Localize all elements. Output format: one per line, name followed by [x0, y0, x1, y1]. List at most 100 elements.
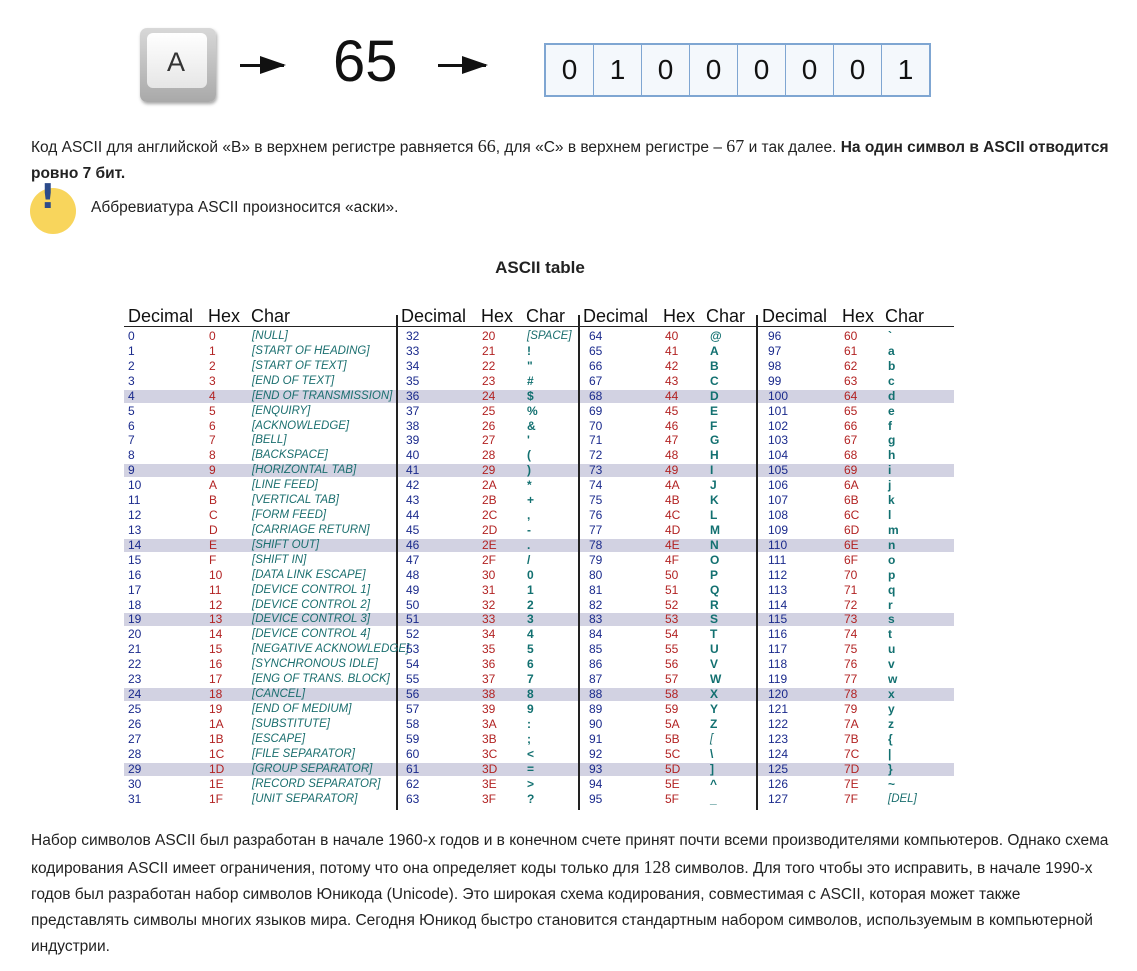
hex-cell: 10: [209, 567, 223, 582]
hex-cell: 2: [209, 358, 216, 373]
hex-cell: 69: [844, 463, 858, 478]
hex-cell: 2F: [482, 552, 497, 567]
decimal-cell: 92: [589, 746, 603, 761]
decimal-cell: 42: [406, 478, 420, 493]
char-cell: [SPACE]: [527, 330, 572, 342]
bit-cell: 1: [882, 45, 929, 95]
decimal-cell: 58: [406, 716, 420, 731]
hex-cell: A: [209, 478, 218, 493]
hex-cell: 49: [665, 463, 679, 478]
binary-bits: 0 1 0 0 0 0 0 1: [544, 43, 931, 97]
decimal-cell: 127: [768, 791, 789, 806]
hex-cell: 7E: [844, 776, 859, 791]
char-cell: x: [888, 687, 895, 702]
hex-cell: B: [209, 493, 218, 508]
char-cell: k: [888, 493, 895, 508]
decimal-cell: 121: [768, 702, 789, 716]
decimal-cell: 81: [589, 582, 603, 597]
char-cell: ^: [710, 776, 718, 791]
char-cell: [END OF TRANSMISSION]: [252, 389, 393, 402]
char-cell: G: [710, 433, 720, 448]
bit-cell: 0: [546, 45, 594, 95]
column-header: Decimal: [128, 306, 194, 326]
decimal-cell: 78: [589, 537, 603, 552]
decimal-cell: 104: [768, 448, 789, 463]
hex-cell: 58: [665, 687, 679, 702]
decimal-cell: 91: [589, 731, 603, 746]
hex-cell: 35: [482, 642, 496, 657]
char-cell: K: [710, 493, 719, 508]
hex-cell: 6: [209, 418, 216, 433]
decimal-cell: 115: [768, 612, 788, 627]
char-cell: *: [527, 478, 532, 493]
char-cell: #: [527, 373, 534, 388]
hex-cell: 52: [665, 597, 679, 612]
char-cell: p: [888, 567, 896, 582]
hex-cell: 2B: [482, 493, 497, 508]
decimal-cell: 118: [768, 657, 788, 672]
hex-cell: 68: [844, 448, 858, 463]
char-cell: [LINE FEED]: [252, 479, 318, 492]
decimal-cell: 112: [768, 567, 788, 582]
char-cell: O: [710, 552, 720, 567]
decimal-cell: 71: [589, 433, 603, 448]
decimal-cell: 105: [768, 463, 789, 478]
history-paragraph: Набор символов ASCII был разработан в на…: [31, 832, 1109, 955]
hex-cell: 8: [209, 448, 216, 463]
char-cell: g: [888, 433, 896, 448]
char-cell: L: [710, 508, 718, 523]
char-cell: V: [710, 657, 719, 672]
decimal-cell: 18: [128, 597, 142, 612]
char-cell: c: [888, 373, 895, 388]
hex-cell: 39: [482, 702, 496, 716]
bit-cell: 1: [594, 45, 642, 95]
char-cell: v: [888, 657, 895, 672]
char-cell: [CANCEL]: [252, 688, 306, 701]
hex-cell: 34: [482, 627, 496, 642]
hex-cell: 2E: [482, 537, 497, 552]
char-cell: >: [527, 776, 535, 791]
char-cell: i: [888, 463, 892, 478]
decimal-cell: 43: [406, 493, 420, 508]
hex-cell: 43: [665, 373, 679, 388]
char-cell: r: [888, 597, 893, 612]
char-cell: !: [527, 343, 531, 358]
hex-cell: 67: [844, 433, 858, 448]
hex-cell: 23: [482, 373, 496, 388]
char-cell: u: [888, 642, 896, 657]
hex-cell: 73: [844, 612, 858, 627]
tip-text: Аббревиатура ASCII произносится «аски».: [91, 199, 399, 216]
hex-cell: 6C: [844, 508, 860, 523]
char-cell: [SHIFT OUT]: [252, 538, 320, 551]
decimal-cell: 13: [128, 522, 142, 537]
char-cell: 8: [527, 687, 534, 702]
decimal-cell: 69: [589, 403, 603, 418]
decimal-cell: 80: [589, 567, 603, 582]
hex-cell: F: [209, 552, 217, 567]
hex-cell: 12: [209, 597, 223, 612]
hex-cell: 53: [665, 612, 679, 627]
char-cell: [NEGATIVE ACKNOWLEDGE]: [252, 643, 410, 656]
hex-cell: 4D: [665, 522, 681, 537]
keyboard-key-icon: A: [140, 28, 216, 102]
decimal-cell: 47: [406, 552, 420, 567]
hex-cell: 56: [665, 657, 679, 672]
hex-cell: 54: [665, 627, 679, 642]
decimal-cell: 89: [589, 702, 603, 716]
hex-cell: 62: [844, 358, 858, 373]
column-header: Hex: [663, 306, 696, 326]
hex-cell: 20: [482, 329, 496, 343]
char-cell: f: [888, 418, 892, 433]
hex-cell: 40: [665, 329, 679, 343]
hex-cell: 18: [209, 687, 223, 702]
decimal-cell: 64: [589, 329, 603, 343]
char-cell: b: [888, 358, 896, 373]
decimal-cell: 79: [589, 552, 603, 567]
hex-cell: E: [209, 537, 218, 552]
hex-cell: 4C: [665, 508, 681, 523]
char-cell: A: [710, 343, 719, 358]
right-arrow-icon: [240, 56, 286, 74]
decimal-cell: 72: [589, 448, 603, 463]
decimal-cell: 27: [128, 731, 142, 746]
decimal-cell: 124: [768, 746, 789, 761]
